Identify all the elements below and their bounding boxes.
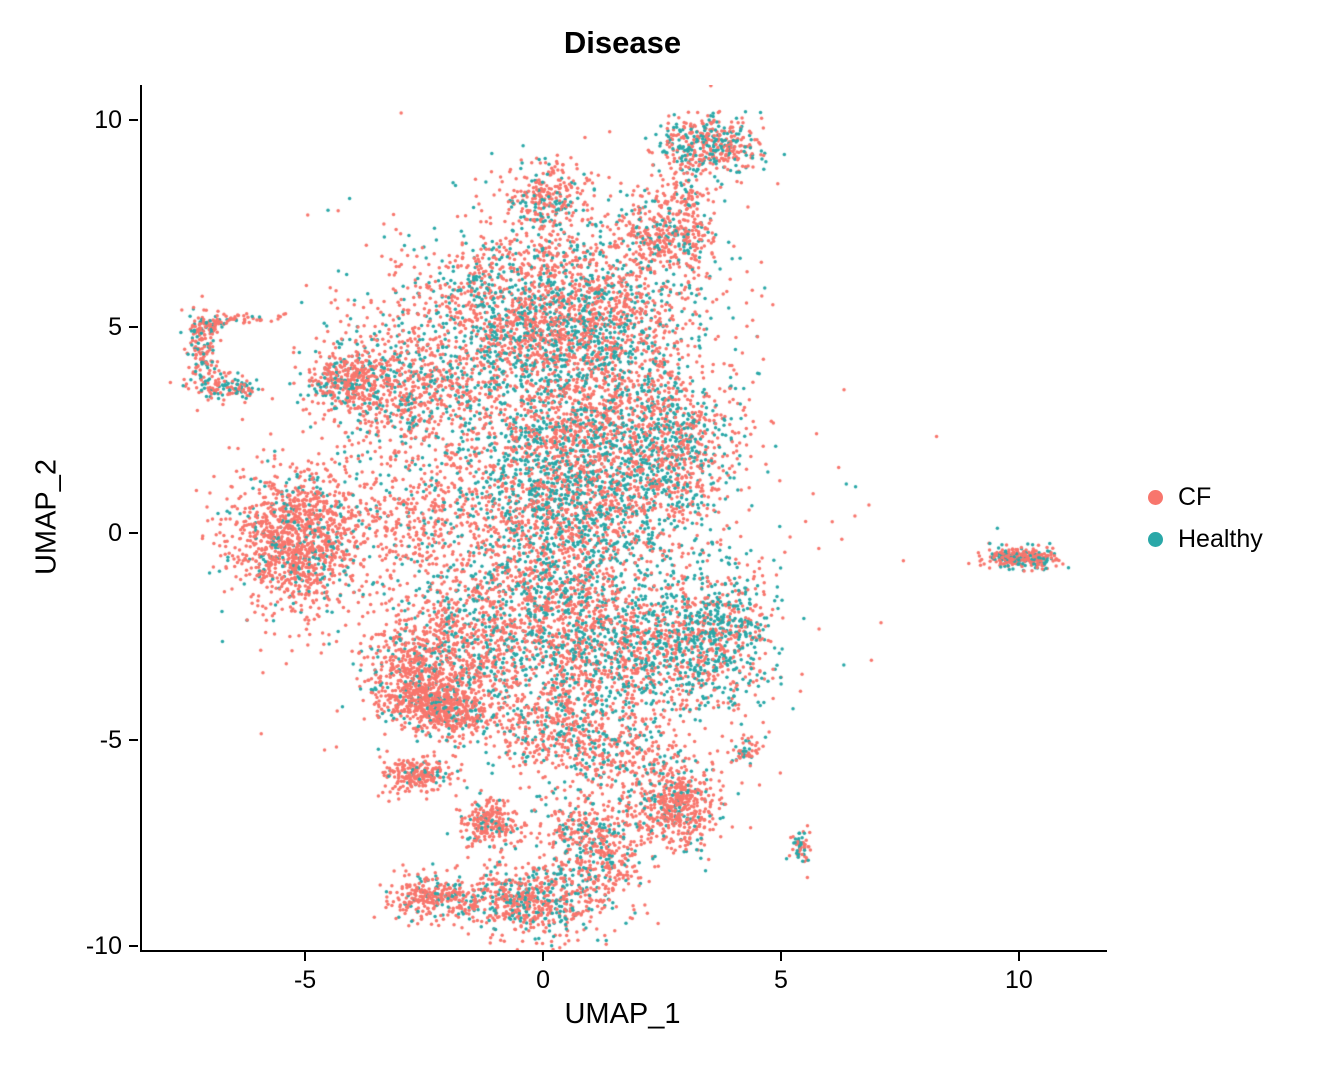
x-tick-mark [1017, 952, 1020, 961]
legend-item-cf: CF [1148, 483, 1263, 512]
x-tick-mark [542, 952, 545, 961]
x-tick-label: 5 [774, 966, 788, 994]
x-tick-mark [779, 952, 782, 961]
legend-dot-healthy-icon [1148, 532, 1163, 547]
x-tick-mark [304, 952, 307, 961]
y-tick-label: -5 [99, 725, 122, 754]
scatter-points-canvas [142, 85, 1107, 950]
y-tick-label: 5 [108, 312, 122, 341]
legend-label-healthy: Healthy [1178, 525, 1263, 553]
x-tick-label: 0 [536, 966, 550, 994]
y-tick-mark [129, 738, 138, 741]
legend-item-healthy: Healthy [1148, 525, 1263, 554]
legend-dot-cf-icon [1148, 490, 1163, 505]
x-tick-label: -5 [293, 966, 317, 994]
plot-area [140, 85, 1107, 952]
y-tick-label: 10 [94, 106, 122, 135]
y-tick-mark [129, 945, 138, 948]
y-tick-label: 0 [108, 519, 122, 548]
y-tick-mark [129, 119, 138, 122]
y-tick-mark [129, 325, 138, 328]
y-tick-mark [129, 532, 138, 535]
y-tick-label: -10 [85, 932, 122, 961]
x-tick-label: 10 [1004, 966, 1033, 994]
chart-title: Disease [563, 25, 682, 60]
legend: CF Healthy [1148, 483, 1263, 567]
legend-label-cf: CF [1178, 483, 1212, 511]
x-axis-title: UMAP_1 [564, 998, 681, 1030]
